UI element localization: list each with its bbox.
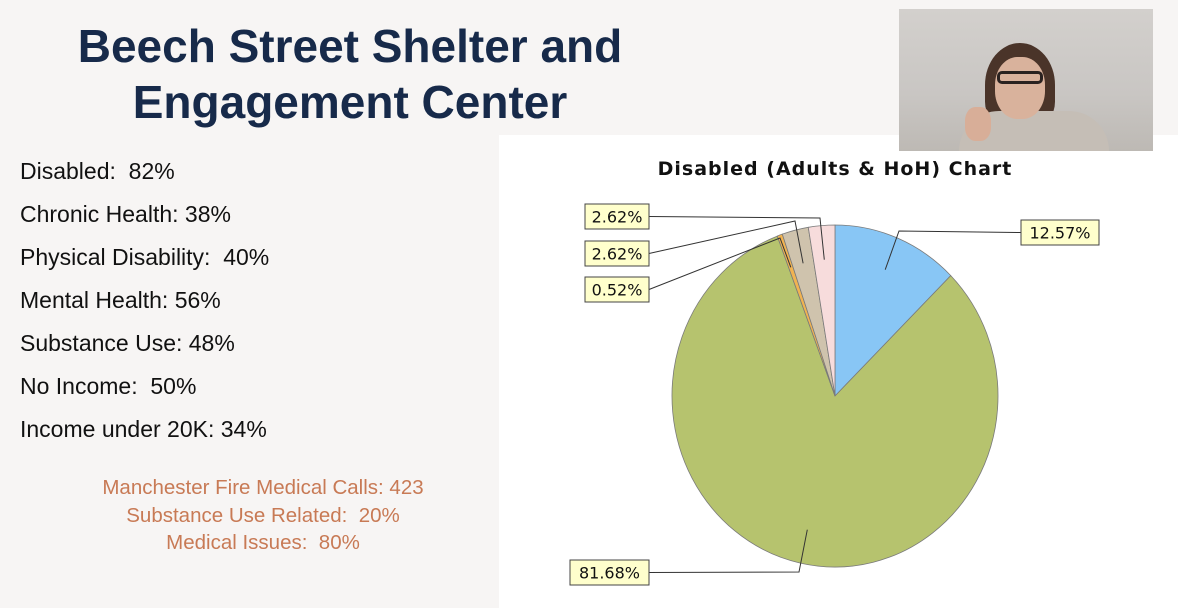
data-label-4: 2.62%	[592, 245, 643, 264]
leader-line-4	[648, 220, 804, 264]
presenter-hand	[965, 107, 991, 141]
stat-mental-health: Mental Health: 56%	[20, 287, 221, 313]
leader-line-1	[884, 230, 1022, 270]
data-label-1: 12.57%	[1029, 224, 1090, 243]
stat-no-income: No Income: 50%	[20, 373, 197, 399]
stat-substance-use: Substance Use: 48%	[20, 330, 235, 356]
data-label-box-1	[1020, 219, 1100, 246]
data-label-box-3	[584, 276, 650, 303]
chart-panel: Disabled (Adults & HoH) Chart 12.57% 81.6…	[499, 135, 1178, 608]
data-label-2: 81.68%	[579, 564, 640, 583]
presenter-face	[995, 57, 1045, 119]
page-title: Beech Street Shelter and Engagement Cent…	[20, 18, 680, 130]
fire-substance-use: Substance Use Related: 20%	[126, 503, 400, 527]
data-label-5: 2.62%	[592, 208, 643, 227]
stat-chronic-health: Chronic Health: 38%	[20, 201, 231, 227]
stat-income-under-20k: Income under 20K: 34%	[20, 416, 267, 442]
pie-slice-5	[807, 224, 836, 397]
leader-line-5	[648, 216, 825, 260]
stat-disabled: Disabled: 82%	[20, 158, 175, 184]
title-line-1: Beech Street Shelter and	[77, 20, 623, 72]
pie-chart: Disabled (Adults & HoH) Chart 12.57% 81.6…	[569, 158, 1100, 586]
pie-slice-1	[834, 224, 952, 397]
fire-medical-issues: Medical Issues: 80%	[166, 531, 360, 554]
data-label-3: 0.52%	[592, 281, 643, 300]
data-label-box-5	[584, 203, 650, 230]
webcam-video	[899, 9, 1153, 151]
fire-medical-calls: Manchester Fire Medical Calls: 423	[102, 476, 424, 499]
data-label-box-2	[569, 559, 650, 586]
glasses-icon	[997, 71, 1043, 84]
stats-list: Disabled: 82% Chronic Health: 38% Physic…	[20, 151, 269, 452]
title-line-2: Engagement Center	[132, 76, 568, 128]
chart-title: Disabled (Adults & HoH) Chart	[658, 158, 1013, 180]
leader-line-2	[648, 529, 808, 573]
data-label-box-4	[584, 240, 650, 267]
stat-physical-disability: Physical Disability: 40%	[20, 244, 270, 270]
leader-line-3	[648, 237, 792, 290]
fire-calls-note: Manchester Fire Medical Calls: 423 Subst…	[20, 474, 506, 557]
